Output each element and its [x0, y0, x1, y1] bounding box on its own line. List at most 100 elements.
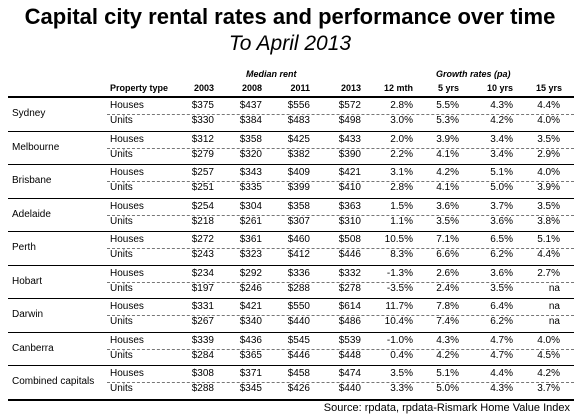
value-cell: 4.7%	[490, 349, 513, 361]
property-type-cell: Houses	[110, 100, 144, 111]
median-rent-header: Median rent	[246, 69, 297, 79]
property-type-cell: Houses	[110, 301, 144, 312]
value-cell: $332	[338, 267, 361, 279]
row-divider	[8, 197, 574, 199]
growth-rates-header: Growth rates (pa)	[436, 69, 511, 79]
value-cell: 4.0%	[537, 167, 560, 178]
value-cell: $267	[191, 316, 214, 327]
value-cell: $343	[239, 167, 262, 178]
row-divider	[8, 231, 574, 232]
value-cell: $288	[191, 383, 214, 394]
value-cell: $310	[338, 215, 361, 227]
value-cell: $254	[191, 200, 214, 212]
value-cell: $614	[338, 301, 361, 312]
row-separator	[107, 214, 574, 216]
row-divider	[8, 298, 574, 299]
value-cell: 3.8%	[537, 215, 560, 227]
value-cell: $331	[191, 301, 214, 312]
row-divider	[8, 331, 574, 333]
value-cell: 4.3%	[490, 100, 513, 111]
value-cell: $436	[239, 334, 262, 346]
value-cell: $308	[191, 368, 214, 379]
value-cell: $257	[191, 167, 214, 178]
value-cell: $278	[338, 282, 361, 294]
city-label: Melbourne	[12, 141, 60, 153]
value-cell: 4.4%	[537, 100, 560, 111]
value-cell: 3.5%	[436, 215, 459, 227]
value-cell: $284	[191, 349, 214, 361]
value-cell: $261	[239, 215, 262, 227]
value-cell: 2.6%	[436, 267, 459, 279]
page-subtitle: To April 2013	[228, 32, 352, 55]
value-cell: $440	[287, 316, 310, 327]
value-cell: $508	[338, 234, 361, 245]
value-cell: $384	[239, 115, 262, 126]
row-separator	[107, 315, 574, 316]
value-cell: $545	[287, 334, 310, 346]
value-cell: $243	[191, 249, 214, 260]
value-cell: 3.7%	[490, 200, 513, 212]
value-cell: 3.1%	[390, 167, 413, 178]
value-cell: 6.2%	[490, 249, 513, 260]
city-label: Canberra	[12, 342, 54, 354]
value-cell: $336	[287, 267, 310, 279]
value-cell: $279	[191, 148, 214, 160]
value-cell: 4.2%	[490, 115, 513, 126]
city-label: Hobart	[12, 275, 43, 287]
property-type-cell: Houses	[110, 334, 144, 346]
value-cell: na	[548, 282, 560, 294]
value-cell: 5.1%	[537, 234, 560, 245]
value-cell: 2.8%	[390, 100, 413, 111]
value-cell: 5.0%	[436, 383, 459, 394]
value-cell: $474	[338, 368, 361, 379]
value-cell: 2.0%	[390, 133, 413, 145]
value-cell: 3.6%	[436, 200, 459, 212]
value-cell: $448	[338, 349, 361, 361]
value-cell: 5.3%	[436, 115, 459, 126]
value-cell: 5.5%	[436, 100, 459, 111]
column-header: 12 mth	[383, 83, 413, 93]
value-cell: 4.3%	[436, 334, 459, 346]
value-cell: $307	[287, 215, 310, 227]
value-cell: $292	[239, 267, 262, 279]
value-cell: 4.2%	[436, 167, 459, 178]
row-separator	[107, 248, 574, 249]
value-cell: 4.3%	[490, 383, 513, 394]
value-cell: $246	[239, 282, 262, 294]
value-cell: 4.4%	[537, 249, 560, 260]
value-cell: $339	[191, 334, 214, 346]
property-type-cell: Houses	[110, 368, 144, 379]
row-divider	[8, 398, 574, 401]
value-cell: $234	[191, 267, 214, 279]
value-cell: $363	[338, 200, 361, 212]
column-header: Property type	[110, 83, 169, 93]
city-label: Combined capitals	[12, 376, 95, 387]
value-cell: 7.8%	[436, 301, 459, 312]
source-note: Source: rpdata, rpdata-Rismark Home Valu…	[323, 402, 570, 414]
column-header: 2003	[193, 83, 214, 93]
value-cell: $446	[287, 349, 310, 361]
value-cell: $371	[239, 368, 262, 379]
value-cell: $556	[287, 100, 310, 111]
value-cell: 5.1%	[436, 368, 459, 379]
city-label: Brisbane	[12, 175, 52, 186]
value-cell: 3.5%	[490, 282, 513, 294]
value-cell: $440	[338, 383, 361, 394]
value-cell: $365	[239, 349, 262, 361]
row-divider	[8, 164, 574, 165]
value-cell: $320	[239, 148, 262, 160]
value-cell: $345	[239, 383, 262, 394]
value-cell: $361	[239, 234, 262, 245]
value-cell: -1.0%	[386, 334, 413, 346]
property-type-cell: Units	[110, 383, 133, 394]
property-type-cell: Units	[110, 282, 133, 294]
row-separator	[107, 382, 574, 383]
value-cell: 2.8%	[390, 182, 413, 193]
value-cell: 6.4%	[490, 301, 513, 312]
property-type-cell: Houses	[110, 133, 144, 145]
value-cell: $410	[338, 182, 361, 193]
value-cell: $483	[287, 115, 310, 126]
column-header: 2013	[340, 83, 361, 93]
city-label: Perth	[12, 242, 36, 253]
value-cell: 2.7%	[537, 267, 560, 279]
